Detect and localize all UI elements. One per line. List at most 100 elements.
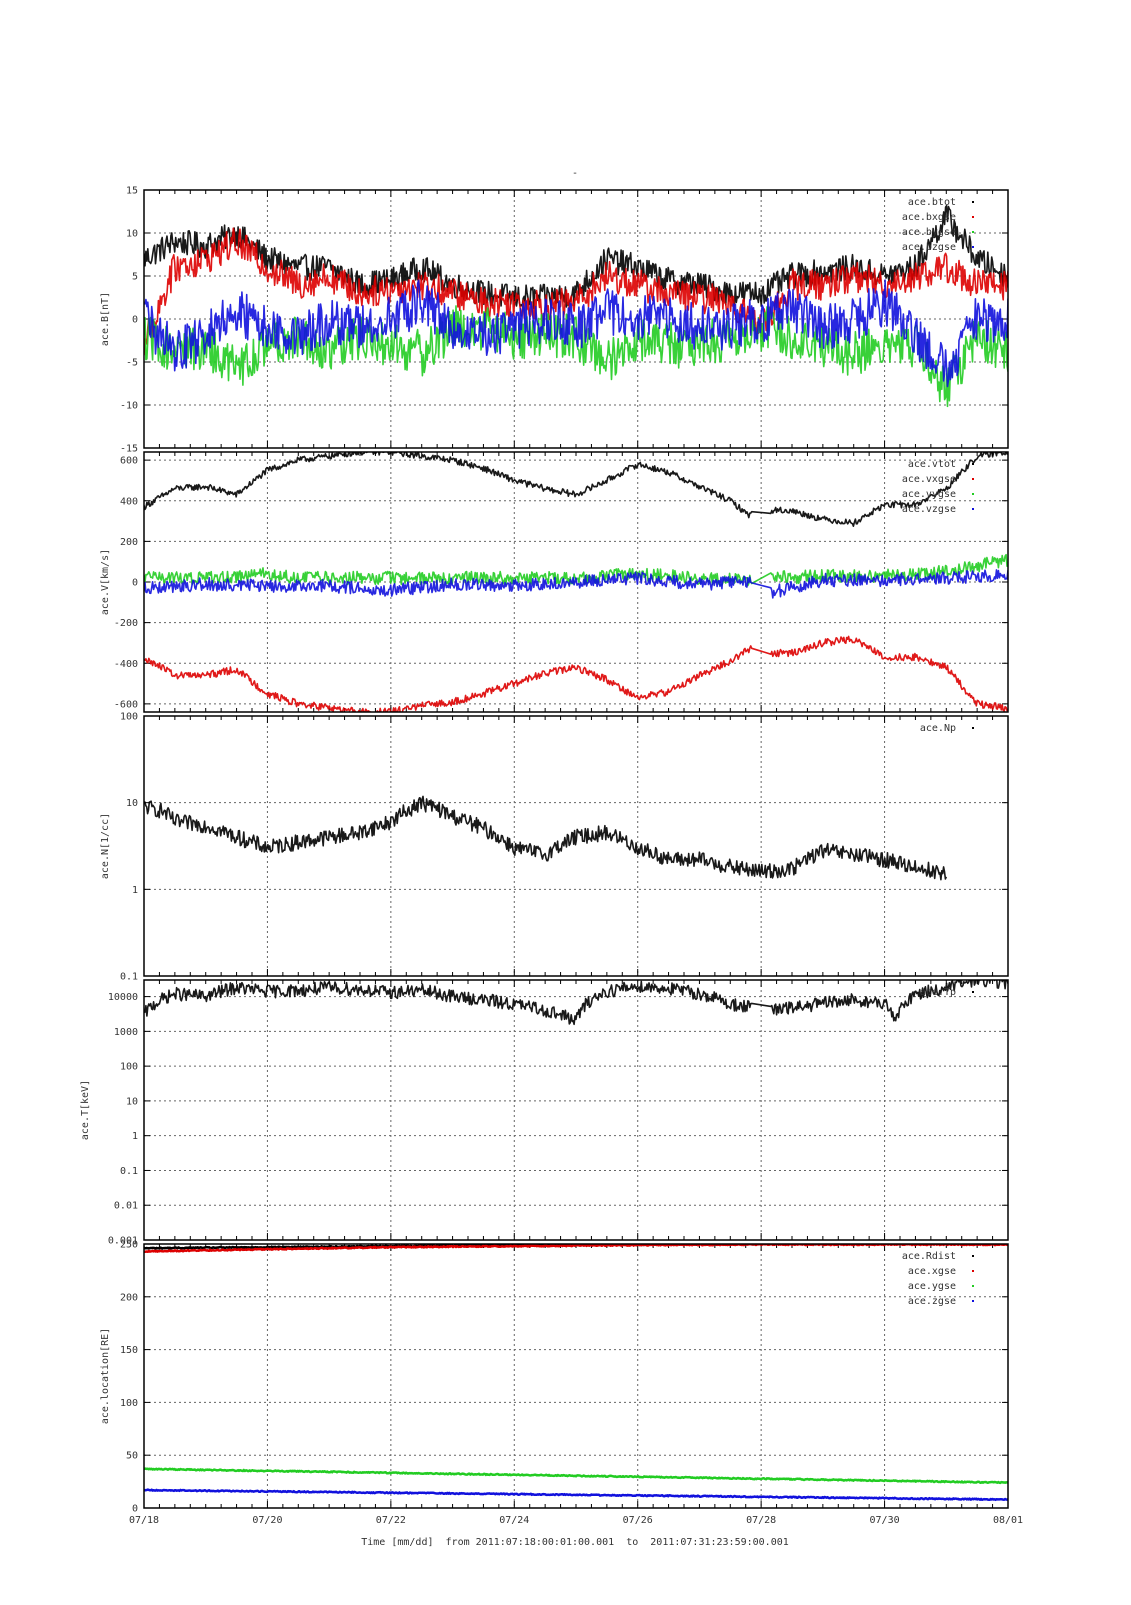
panel-4: 10000 1000 100 10 1 0.1 0.01 0.001 ace.T[keV] ace…	[80, 979, 1009, 1247]
legend-marker	[972, 1300, 974, 1302]
y-tick-label: 250	[120, 1240, 138, 1251]
footer-from-word: from	[446, 1537, 470, 1548]
y-tick-label: 200	[120, 1292, 138, 1303]
series-ace-vxgse	[144, 635, 1008, 712]
y-tick-label: 100	[120, 712, 138, 723]
series-layer	[144, 452, 1008, 712]
y-tick-label: 10	[126, 1096, 138, 1107]
panel-2: 600 400 200 0 -200 -400 -600 ace.V[km/s] ace.vto…	[100, 451, 1009, 713]
panel-frame	[143, 1243, 1009, 1509]
series-layer	[144, 795, 948, 881]
series-ace-vtot	[144, 452, 1008, 528]
legend-label: ace.ygse	[908, 1281, 956, 1292]
legend-label: ace.vxgse	[902, 474, 956, 485]
y-tick-label: -5	[126, 358, 138, 369]
legend-label: ace.Tp	[920, 987, 956, 998]
top-marker: -	[572, 168, 578, 179]
legend-label: ace.xgse	[908, 1266, 956, 1277]
x-tick-label: 07/18	[129, 1515, 159, 1526]
legend-marker	[972, 231, 974, 233]
y-axis-label: ace.V[km/s]	[100, 549, 111, 615]
x-tick-label: 07/22	[376, 1515, 406, 1526]
y-tick-label: 50	[126, 1451, 138, 1462]
legend-marker	[972, 508, 974, 510]
y-tick-label: 10	[126, 229, 138, 240]
legend-label: ace.bxgse	[902, 212, 956, 223]
y-tick-label: -10	[120, 401, 138, 412]
y-tick-label: 0.1	[120, 972, 138, 983]
legend-label: ace.zgse	[908, 1296, 956, 1307]
series-ace-vzgse	[144, 569, 1008, 599]
panel-frame	[143, 451, 1009, 713]
legend-marker	[972, 216, 974, 218]
y-tick-label: -15	[120, 444, 138, 455]
legend-marker	[972, 463, 974, 465]
y-axis-label: ace.B[nT]	[100, 292, 111, 346]
y-tick-label: 200	[120, 537, 138, 548]
legend-marker	[972, 1285, 974, 1287]
y-tick-label: 1000	[114, 1027, 138, 1038]
y-tick-label: 600	[120, 456, 138, 467]
y-tick-label: 1	[132, 885, 138, 896]
legend-marker	[972, 201, 974, 203]
legend-marker	[972, 991, 974, 993]
y-tick-label: 0.001	[108, 1236, 138, 1247]
y-tick-label: 15	[126, 186, 138, 197]
x-tick-label: 07/26	[623, 1515, 653, 1526]
y-tick-label: 0.01	[114, 1201, 138, 1212]
y-tick-label: 10000	[108, 992, 138, 1003]
legend-label: ace.Np	[920, 723, 956, 734]
legend-label: ace.vzgse	[902, 504, 956, 515]
panel-5: 250 200 150 100 50 0 ace.location[RE] ace.Rdist…	[100, 1240, 1009, 1515]
series-ace-Tp	[144, 980, 1008, 1026]
y-tick-label: 0	[132, 1504, 138, 1515]
legend-marker	[972, 1270, 974, 1272]
panel-frame	[143, 979, 1009, 1241]
y-tick-label: -200	[114, 618, 138, 629]
legend-label: ace.bzgse	[902, 242, 956, 253]
footer-to-value: 2011:07:31:23:59:00.001	[650, 1537, 788, 1548]
x-tick-label: 07/20	[252, 1515, 282, 1526]
series-ace-zgse	[144, 1488, 1008, 1502]
x-tick-label: 07/28	[746, 1515, 776, 1526]
legend-label: ace.bygse	[902, 227, 956, 238]
series-ace-Np	[144, 795, 948, 881]
y-tick-label: 100	[120, 1398, 138, 1409]
footer-from-value: 2011:07:18:00:01:00.001	[476, 1537, 614, 1548]
footer-to-word: to	[626, 1537, 638, 1548]
legend-label: ace.vtot	[908, 459, 956, 470]
legend-label: ace.vygse	[902, 489, 956, 500]
legend-label: ace.btot	[908, 197, 956, 208]
y-tick-label: 5	[132, 272, 138, 283]
footer-label: Time [mm/dd] from 2011:07:18:00:01:00.00…	[361, 1537, 789, 1548]
series-layer	[144, 204, 1008, 408]
legend-marker	[972, 493, 974, 495]
panel-frame	[143, 189, 1009, 449]
y-tick-label: -600	[114, 699, 138, 710]
y-tick-label: 150	[120, 1345, 138, 1356]
x-tick-label: 07/30	[870, 1515, 900, 1526]
y-axis-label: ace.T[keV]	[80, 1080, 91, 1140]
series-layer	[144, 1244, 1008, 1502]
legend-label: ace.Rdist	[902, 1251, 956, 1262]
x-tick-label: 08/01	[993, 1515, 1023, 1526]
y-tick-label: 0.1	[120, 1166, 138, 1177]
series-ace-bxgse	[144, 227, 1008, 356]
y-tick-label: 400	[120, 496, 138, 507]
y-axis-label: ace.location[RE]	[100, 1328, 111, 1424]
series-ace-ygse	[144, 1467, 1008, 1485]
x-tick-label: 07/24	[499, 1515, 529, 1526]
y-tick-label: 0	[132, 578, 138, 589]
panel-1: 15 10 5 0 -5 -10 -15 ace.B[nT] ace.btot ace.bxgse…	[100, 186, 1009, 455]
panel-stack: 151050-5-10-15ace.B[nT]ace.btotace.bxgse…	[80, 186, 1023, 1527]
series-layer	[144, 980, 1008, 1026]
y-tick-label: -400	[114, 659, 138, 670]
legend-marker	[972, 478, 974, 480]
y-tick-label: 0	[132, 315, 138, 326]
legend-marker	[972, 1255, 974, 1257]
legend-marker	[972, 727, 974, 729]
panel-3: 100 10 1 0.1 ace.N[1/cc] ace.Np	[100, 712, 1009, 983]
panel-frame	[143, 715, 1009, 977]
